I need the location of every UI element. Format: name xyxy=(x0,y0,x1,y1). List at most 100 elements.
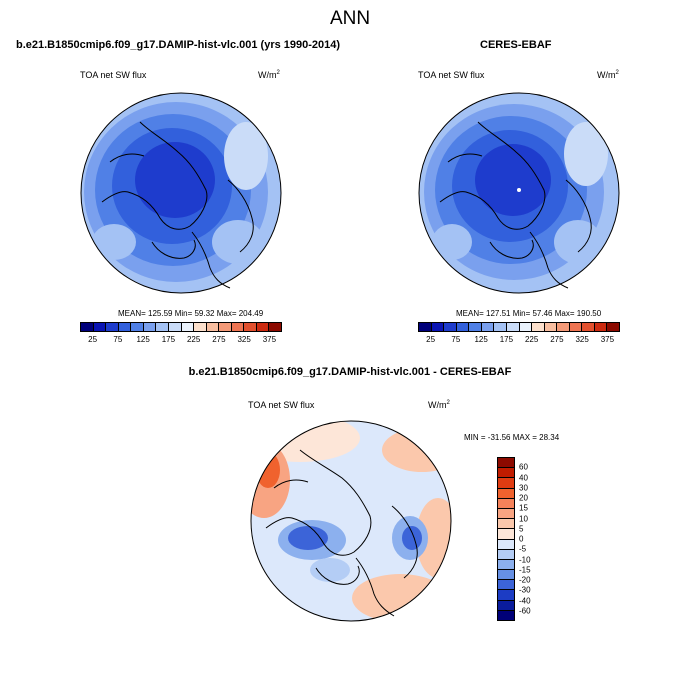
model-colorbar-swatch xyxy=(231,323,245,331)
diff-colorbar-swatch xyxy=(498,508,514,520)
diff-colorbar-swatch xyxy=(498,570,514,581)
model-colorbar-label: 325 xyxy=(237,335,251,344)
obs-colorbar-labels: 25 75 125 175 225 275 325 375 xyxy=(418,332,620,344)
obs-colorbar-swatch xyxy=(582,323,595,331)
model-colorbar-swatch xyxy=(181,323,195,331)
diff-colorbar-swatch xyxy=(498,590,514,601)
obs-colorbar-swatch xyxy=(594,323,608,331)
model-colorbar-labels: 25 75 125 175 225 275 325 375 xyxy=(80,332,282,344)
diff-field-atlantic-cool-core xyxy=(288,526,328,550)
model-colorbar: 25 75 125 175 225 275 325 375 xyxy=(80,322,282,344)
diff-colorbar-swatch xyxy=(498,478,514,489)
obs-colorbar-label: 325 xyxy=(575,335,589,344)
page-title: ANN xyxy=(329,8,371,29)
obs-colorbar-label: 125 xyxy=(474,335,488,344)
diff-colorbar-label: -15 xyxy=(519,565,531,575)
diff-colorbar-swatch xyxy=(498,539,514,550)
diff-colorbar-label: -60 xyxy=(519,606,531,616)
obs-colorbar-swatch xyxy=(544,323,558,331)
diff-colorbar-swatch xyxy=(498,458,514,469)
model-colorbar-label: 25 xyxy=(88,335,98,344)
diff-stats: MIN = -31.56 MAX = 28.34 xyxy=(464,433,560,442)
diff-colorbar-swatch xyxy=(498,549,514,560)
diff-units-label: W/m2 xyxy=(428,400,450,410)
diff-colorbar-swatch xyxy=(498,498,514,509)
diff-colorbar-label: 30 xyxy=(519,483,528,493)
model-colorbar-label: 175 xyxy=(161,335,176,344)
obs-colorbar-swatch xyxy=(506,323,520,331)
model-colorbar-swatch xyxy=(168,323,182,331)
model-colorbar-swatch xyxy=(156,323,169,331)
obs-colorbar: 25 75 125 175 225 275 325 375 xyxy=(418,322,620,344)
diff-field-left-warm-core xyxy=(256,452,280,488)
diff-colorbar-label: -5 xyxy=(519,544,527,554)
model-field-core xyxy=(135,142,215,218)
obs-colorbar-label: 225 xyxy=(524,335,539,344)
obs-polar-map xyxy=(418,92,620,294)
obs-colorbar-label: 25 xyxy=(426,335,436,344)
model-field-asia xyxy=(212,220,264,264)
obs-field-pacific-high xyxy=(564,122,608,186)
diff-colorbar-label: -10 xyxy=(519,555,531,564)
model-polar-map xyxy=(80,92,282,294)
obs-colorbar-swatches xyxy=(418,322,620,332)
diff-colorbar-swatch xyxy=(498,610,514,620)
model-colorbar-swatch xyxy=(219,323,232,331)
diff-variable-label: TOA net SW flux xyxy=(248,400,315,410)
model-colorbar-label: 75 xyxy=(113,335,123,344)
obs-colorbar-swatch xyxy=(557,323,570,331)
diff-field-siberia-cool-core xyxy=(402,526,422,550)
diff-colorbar-label: 10 xyxy=(519,514,528,523)
obs-colorbar-label: 75 xyxy=(451,335,461,344)
obs-colorbar-swatch xyxy=(469,323,482,331)
obs-units-label: W/m2 xyxy=(597,70,619,80)
diff-colorbar: 60 40 30 20 15 10 5 0 -5 -10 -15 -20 -30 -40 -60 xyxy=(497,457,549,621)
model-colorbar-swatch xyxy=(81,323,94,331)
model-colorbar-swatch xyxy=(194,323,207,331)
obs-colorbar-swatch xyxy=(444,323,457,331)
model-colorbar-label: 225 xyxy=(186,335,201,344)
obs-missing-pole xyxy=(517,188,521,192)
obs-colorbar-swatch xyxy=(456,323,470,331)
diff-polar-map xyxy=(250,420,452,622)
obs-colorbar-label: 275 xyxy=(550,335,564,344)
obs-colorbar-swatch xyxy=(419,323,432,331)
obs-variable-label: TOA net SW flux xyxy=(418,70,485,80)
obs-colorbar-swatch xyxy=(569,323,583,331)
diff-map-border xyxy=(250,420,452,622)
diff-field-europe-cool xyxy=(310,558,350,582)
obs-field-atlantic xyxy=(432,224,472,260)
diff-colorbar-swatch xyxy=(498,559,514,571)
obs-colorbar-swatch xyxy=(607,323,619,331)
diff-colorbar-swatch xyxy=(498,519,514,530)
diff-colorbar-swatch xyxy=(498,488,514,499)
diff-panel-title: b.e21.B1850cmip6.f09_g17.DAMIP-hist-vlc.… xyxy=(188,366,512,378)
model-stats: MEAN= 125.59 Min= 59.32 Max= 204.49 xyxy=(118,309,264,318)
diff-field-bottom-warm xyxy=(352,574,448,621)
diff-colorbar-label: 20 xyxy=(519,493,528,503)
diff-colorbar-label: 60 xyxy=(519,462,528,472)
model-map-border xyxy=(80,92,282,294)
obs-colorbar-swatch xyxy=(532,323,545,331)
diff-colorbar-swatch xyxy=(498,529,514,540)
model-colorbar-swatch xyxy=(106,323,119,331)
diff-colorbar-swatch xyxy=(498,580,514,591)
model-units-label: W/m2 xyxy=(258,70,280,80)
model-colorbar-swatch xyxy=(118,323,132,331)
diff-colorbar-label: -30 xyxy=(519,585,531,595)
obs-colorbar-label: 175 xyxy=(499,335,514,344)
diff-colorbar-label: -40 xyxy=(519,596,531,605)
obs-field-core xyxy=(475,144,551,216)
diff-colorbar-swatch xyxy=(498,468,514,479)
model-field-pacific-high xyxy=(224,122,268,190)
diff-coastlines xyxy=(265,449,418,617)
obs-colorbar-label: 375 xyxy=(600,335,615,344)
model-colorbar-swatch xyxy=(269,323,281,331)
diff-colorbar-label: 5 xyxy=(519,524,524,534)
model-panel-title: b.e21.B1850cmip6.f09_g17.DAMIP-hist-vlc.… xyxy=(16,39,341,51)
model-colorbar-swatch xyxy=(244,323,257,331)
model-field-atlantic xyxy=(92,224,136,260)
diff-colorbar-label: 15 xyxy=(519,503,528,513)
diff-colorbar-label: 0 xyxy=(519,534,524,544)
model-colorbar-swatch xyxy=(206,323,220,331)
